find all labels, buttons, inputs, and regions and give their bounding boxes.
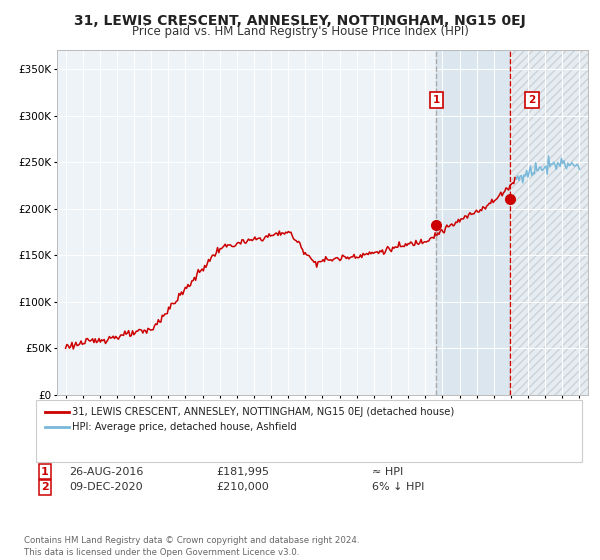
Text: Price paid vs. HM Land Registry's House Price Index (HPI): Price paid vs. HM Land Registry's House … [131, 25, 469, 38]
Text: £181,995: £181,995 [216, 466, 269, 477]
Text: ≈ HPI: ≈ HPI [372, 466, 403, 477]
Text: 2: 2 [41, 482, 49, 492]
Text: 1: 1 [433, 95, 440, 105]
Text: 31, LEWIS CRESCENT, ANNESLEY, NOTTINGHAM, NG15 0EJ (detached house): 31, LEWIS CRESCENT, ANNESLEY, NOTTINGHAM… [72, 407, 454, 417]
Text: 2: 2 [529, 95, 536, 105]
Text: 26-AUG-2016: 26-AUG-2016 [69, 466, 143, 477]
Text: 6% ↓ HPI: 6% ↓ HPI [372, 482, 424, 492]
Text: £210,000: £210,000 [216, 482, 269, 492]
Text: 09-DEC-2020: 09-DEC-2020 [69, 482, 143, 492]
Text: HPI: Average price, detached house, Ashfield: HPI: Average price, detached house, Ashf… [72, 422, 297, 432]
Text: Contains HM Land Registry data © Crown copyright and database right 2024.
This d: Contains HM Land Registry data © Crown c… [24, 536, 359, 557]
Text: 31, LEWIS CRESCENT, ANNESLEY, NOTTINGHAM, NG15 0EJ: 31, LEWIS CRESCENT, ANNESLEY, NOTTINGHAM… [74, 14, 526, 28]
Bar [510, 50, 588, 395]
Bar [436, 50, 510, 395]
Bar [510, 50, 588, 395]
Text: 1: 1 [41, 466, 49, 477]
